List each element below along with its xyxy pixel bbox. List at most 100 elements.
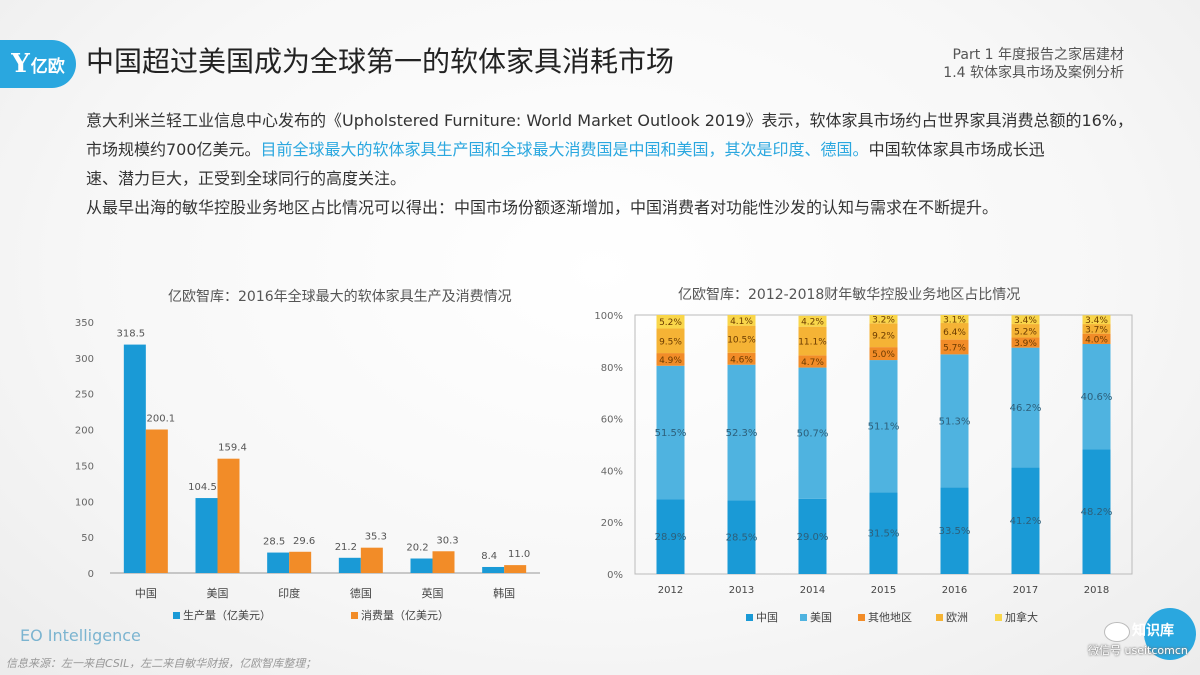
x-tick-label: 2018 bbox=[1084, 585, 1109, 596]
legend-swatch bbox=[746, 614, 753, 621]
stacked-bar-segment bbox=[1082, 315, 1111, 325]
x-tick-label: 2016 bbox=[942, 585, 967, 596]
y-tick-label: 40% bbox=[601, 466, 623, 477]
legend-label: 欧洲 bbox=[946, 611, 968, 624]
data-label: 4.1% bbox=[730, 317, 753, 327]
stacked-bar-segment bbox=[1011, 315, 1040, 325]
data-label: 8.4 bbox=[481, 551, 497, 562]
legend-label: 加拿大 bbox=[1005, 610, 1038, 624]
data-label: 3.9% bbox=[1014, 339, 1037, 349]
data-label: 41.2% bbox=[1010, 516, 1042, 527]
data-label: 51.3% bbox=[939, 416, 971, 427]
y-tick-label: 80% bbox=[601, 363, 623, 374]
data-label: 200.1 bbox=[147, 413, 176, 424]
data-label: 3.4% bbox=[1014, 316, 1037, 326]
data-label: 9.5% bbox=[659, 337, 682, 347]
bar bbox=[289, 551, 312, 573]
stacked-bar-segment bbox=[656, 328, 685, 354]
bar bbox=[504, 565, 527, 573]
data-label: 5.2% bbox=[659, 318, 682, 328]
stacked-bar-segment bbox=[869, 492, 898, 574]
y-tick-label: 0 bbox=[88, 569, 94, 580]
bar bbox=[145, 429, 168, 573]
chart2-title: 亿欧智库：2012-2018财年敏华控股业务地区占比情况 bbox=[678, 287, 1021, 303]
stacked-bar-segment bbox=[1011, 347, 1040, 468]
legend-swatch bbox=[858, 614, 865, 621]
data-label: 30.3 bbox=[436, 535, 458, 546]
data-label: 318.5 bbox=[117, 329, 146, 340]
bar bbox=[217, 458, 240, 573]
x-tick-label: 2017 bbox=[1013, 585, 1038, 596]
data-label: 3.2% bbox=[872, 316, 895, 326]
stacked-bar-segment bbox=[940, 339, 969, 355]
bar bbox=[410, 558, 433, 573]
data-label: 11.1% bbox=[798, 338, 827, 348]
x-tick-label: 2012 bbox=[658, 585, 683, 596]
legend-label: 生产量（亿美元） bbox=[183, 608, 271, 622]
data-label: 6.4% bbox=[943, 328, 966, 338]
data-label: 104.5 bbox=[188, 482, 217, 493]
logo-mark: Y bbox=[11, 49, 30, 79]
data-label: 31.5% bbox=[868, 529, 900, 540]
logo-text: 亿欧 bbox=[30, 56, 65, 77]
stacked-bar-segment bbox=[656, 315, 685, 329]
data-label: 28.5% bbox=[726, 533, 758, 544]
legend-swatch bbox=[351, 612, 358, 619]
y-tick-label: 200 bbox=[75, 426, 94, 437]
data-label: 4.0% bbox=[1085, 335, 1108, 345]
stacked-bar-segment bbox=[940, 487, 969, 574]
intro-line-2: 市场规模约700亿美元。目前全球最大的软体家具生产国和全球最大消费国是中国和美国… bbox=[86, 135, 1146, 164]
legend-label: 美国 bbox=[810, 611, 832, 624]
y-tick-label: 100 bbox=[75, 497, 94, 508]
source-note: 信息来源：左一来自CSIL，左二来自敏华财报，亿欧智库整理； bbox=[6, 657, 317, 670]
x-tick-label: 中国 bbox=[135, 587, 157, 600]
stacked-bar-segment bbox=[727, 352, 756, 365]
data-label: 21.2 bbox=[335, 542, 357, 553]
y-tick-label: 250 bbox=[75, 390, 94, 401]
legend-label: 中国 bbox=[756, 611, 778, 624]
legend-label: 其他地区 bbox=[868, 611, 912, 624]
x-tick-label: 美国 bbox=[207, 587, 229, 600]
data-label: 10.5% bbox=[727, 336, 756, 346]
bar bbox=[195, 498, 218, 573]
intro-line-4: 从最早出海的敏华控股业务地区占比情况可以得出：中国市场份额逐渐增加，中国消费者对… bbox=[86, 198, 999, 217]
stacked-bar-segment bbox=[940, 315, 969, 324]
bar bbox=[360, 547, 383, 573]
data-label: 33.5% bbox=[939, 526, 971, 537]
watermark-id: 微信号 useitcomcn bbox=[1088, 644, 1188, 657]
x-tick-label: 英国 bbox=[422, 586, 444, 600]
y-tick-label: 50 bbox=[81, 533, 94, 544]
intro-paragraph: 意大利米兰轻工业信息中心发布的《Upholstered Furniture: W… bbox=[86, 106, 1146, 222]
stacked-bar-segment bbox=[1011, 467, 1040, 574]
part-line-1: Part 1 年度报告之家居建材 bbox=[952, 47, 1124, 63]
data-label: 3.7% bbox=[1085, 325, 1108, 335]
stacked-bar-segment bbox=[1011, 324, 1040, 338]
part-line-2: 1.4 软体家具市场及案例分析 bbox=[943, 65, 1124, 81]
data-label: 5.7% bbox=[943, 343, 966, 353]
wechat-icon bbox=[1104, 622, 1130, 642]
x-tick-label: 德国 bbox=[350, 586, 372, 600]
data-label: 159.4 bbox=[218, 443, 247, 454]
data-label: 5.0% bbox=[872, 350, 895, 360]
data-label: 3.1% bbox=[943, 316, 966, 326]
data-label: 4.6% bbox=[730, 355, 753, 365]
chart1-title: 亿欧智库：2016年全球最大的软体家具生产及消费情况 bbox=[168, 289, 512, 305]
stacked-bar-segment bbox=[798, 367, 827, 499]
stacked-bar-segment bbox=[1011, 337, 1040, 348]
watermark-bubble bbox=[1144, 608, 1196, 660]
stacked-bar-segment bbox=[940, 323, 969, 340]
data-label: 29.0% bbox=[797, 532, 829, 543]
data-label: 51.1% bbox=[868, 422, 900, 433]
data-label: 9.2% bbox=[872, 332, 895, 342]
data-label: 4.7% bbox=[801, 358, 824, 368]
data-label: 28.5 bbox=[263, 537, 285, 548]
stacked-bar-segment bbox=[798, 355, 827, 368]
stacked-bar-segment bbox=[1082, 333, 1111, 345]
intro-line-1: 意大利米兰轻工业信息中心发布的《Upholstered Furniture: W… bbox=[86, 111, 1134, 130]
stacked-bar-segment bbox=[1082, 344, 1111, 450]
data-label: 48.2% bbox=[1081, 507, 1113, 518]
y-tick-label: 300 bbox=[75, 354, 94, 365]
stacked-bar-segment bbox=[798, 326, 827, 356]
data-label: 11.0 bbox=[508, 549, 530, 560]
stacked-bar-segment bbox=[798, 498, 827, 574]
